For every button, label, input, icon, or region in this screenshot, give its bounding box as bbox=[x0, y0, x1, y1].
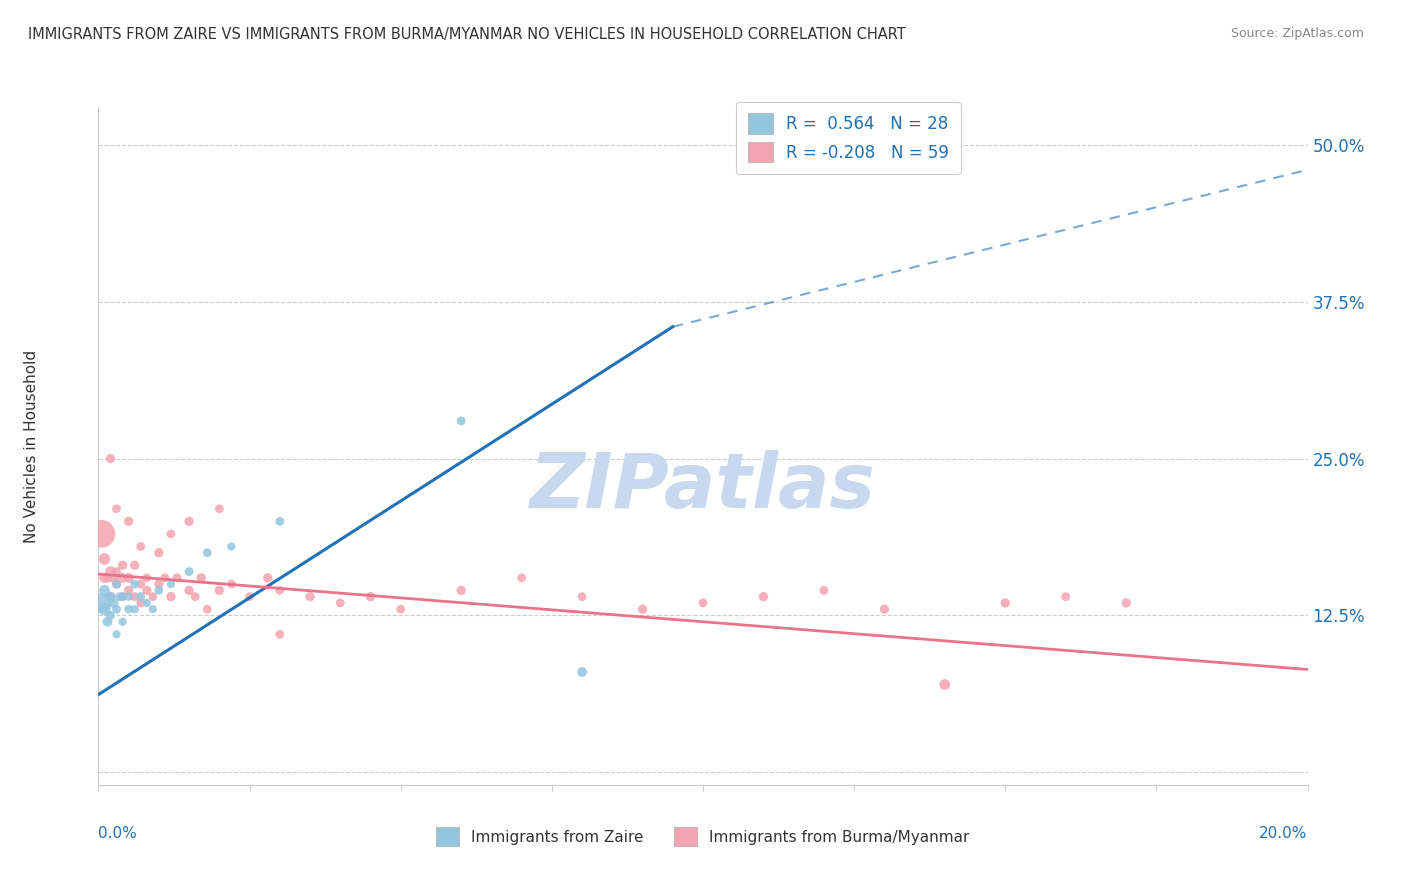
Point bbox=[118, 571, 141, 585]
Point bbox=[360, 590, 382, 604]
Point bbox=[93, 552, 115, 566]
Point bbox=[179, 514, 201, 528]
Point bbox=[118, 583, 141, 598]
Point bbox=[994, 596, 1017, 610]
Point bbox=[96, 615, 118, 629]
Point bbox=[129, 590, 152, 604]
Point bbox=[190, 571, 212, 585]
Point bbox=[510, 571, 533, 585]
Point bbox=[148, 583, 170, 598]
Point bbox=[299, 590, 322, 604]
Point bbox=[269, 514, 291, 528]
Point bbox=[100, 590, 122, 604]
Point bbox=[100, 608, 122, 623]
Point bbox=[108, 590, 131, 604]
Point bbox=[118, 514, 141, 528]
Point bbox=[571, 665, 593, 679]
Point bbox=[179, 565, 201, 579]
Point bbox=[93, 602, 115, 616]
Point bbox=[934, 677, 956, 691]
Point bbox=[195, 602, 218, 616]
Point bbox=[135, 596, 157, 610]
Point bbox=[111, 571, 134, 585]
Point bbox=[96, 571, 118, 585]
Point bbox=[103, 571, 125, 585]
Point bbox=[142, 602, 165, 616]
Point bbox=[179, 583, 201, 598]
Point bbox=[571, 590, 593, 604]
Point bbox=[103, 596, 125, 610]
Point bbox=[105, 501, 128, 516]
Point bbox=[160, 590, 183, 604]
Point bbox=[389, 602, 412, 616]
Point bbox=[208, 501, 231, 516]
Point bbox=[129, 540, 152, 554]
Text: 0.0%: 0.0% bbox=[98, 826, 138, 840]
Point bbox=[111, 590, 134, 604]
Point bbox=[450, 414, 472, 428]
Point bbox=[124, 590, 146, 604]
Point bbox=[100, 451, 122, 466]
Point bbox=[148, 546, 170, 560]
Point bbox=[105, 565, 128, 579]
Point bbox=[873, 602, 896, 616]
Point bbox=[184, 590, 207, 604]
Point bbox=[111, 615, 134, 629]
Point bbox=[692, 596, 714, 610]
Point bbox=[93, 571, 115, 585]
Point bbox=[208, 583, 231, 598]
Point bbox=[90, 527, 112, 541]
Point bbox=[135, 571, 157, 585]
Point bbox=[100, 590, 122, 604]
Point bbox=[160, 577, 183, 591]
Point bbox=[269, 627, 291, 641]
Point bbox=[100, 565, 122, 579]
Point bbox=[105, 627, 128, 641]
Point bbox=[752, 590, 775, 604]
Point bbox=[105, 602, 128, 616]
Point bbox=[813, 583, 835, 598]
Point bbox=[118, 590, 141, 604]
Text: Source: ZipAtlas.com: Source: ZipAtlas.com bbox=[1230, 27, 1364, 40]
Point bbox=[135, 583, 157, 598]
Point bbox=[118, 602, 141, 616]
Point bbox=[1115, 596, 1137, 610]
Point bbox=[1054, 590, 1077, 604]
Text: No Vehicles in Household: No Vehicles in Household bbox=[24, 350, 39, 542]
Point bbox=[90, 596, 112, 610]
Legend: Immigrants from Zaire, Immigrants from Burma/Myanmar: Immigrants from Zaire, Immigrants from B… bbox=[430, 821, 976, 852]
Point bbox=[221, 540, 243, 554]
Point bbox=[166, 571, 188, 585]
Text: IMMIGRANTS FROM ZAIRE VS IMMIGRANTS FROM BURMA/MYANMAR NO VEHICLES IN HOUSEHOLD : IMMIGRANTS FROM ZAIRE VS IMMIGRANTS FROM… bbox=[28, 27, 905, 42]
Point bbox=[105, 577, 128, 591]
Point bbox=[153, 571, 176, 585]
Point bbox=[129, 577, 152, 591]
Point bbox=[124, 558, 146, 573]
Point bbox=[111, 558, 134, 573]
Point bbox=[195, 546, 218, 560]
Point bbox=[160, 527, 183, 541]
Point bbox=[450, 583, 472, 598]
Point bbox=[124, 602, 146, 616]
Point bbox=[221, 577, 243, 591]
Text: ZIPatlas: ZIPatlas bbox=[530, 450, 876, 524]
Point bbox=[239, 590, 262, 604]
Point bbox=[269, 583, 291, 598]
Text: 20.0%: 20.0% bbox=[1260, 826, 1308, 840]
Point bbox=[129, 596, 152, 610]
Point bbox=[329, 596, 352, 610]
Point bbox=[148, 577, 170, 591]
Point bbox=[105, 577, 128, 591]
Point bbox=[142, 590, 165, 604]
Point bbox=[111, 590, 134, 604]
Point bbox=[93, 583, 115, 598]
Point bbox=[631, 602, 654, 616]
Point bbox=[256, 571, 278, 585]
Point bbox=[124, 577, 146, 591]
